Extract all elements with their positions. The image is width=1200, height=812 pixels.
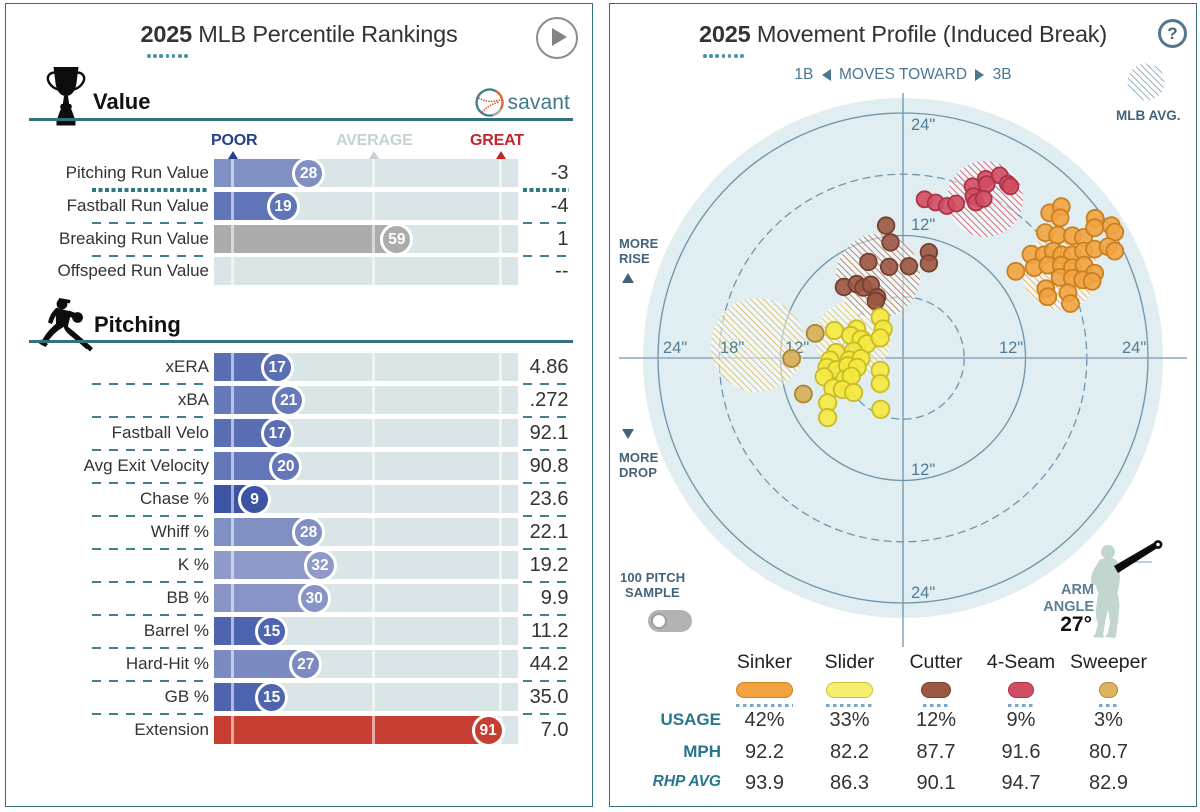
svg-text:12": 12": [911, 461, 935, 479]
svg-text:18": 18": [720, 339, 744, 357]
svg-text:24": 24": [1122, 339, 1146, 357]
svg-text:12": 12": [999, 339, 1023, 357]
svg-text:24": 24": [663, 339, 687, 357]
svg-text:12": 12": [911, 216, 935, 234]
svg-text:24": 24": [911, 584, 935, 602]
svg-text:24": 24": [911, 116, 935, 134]
